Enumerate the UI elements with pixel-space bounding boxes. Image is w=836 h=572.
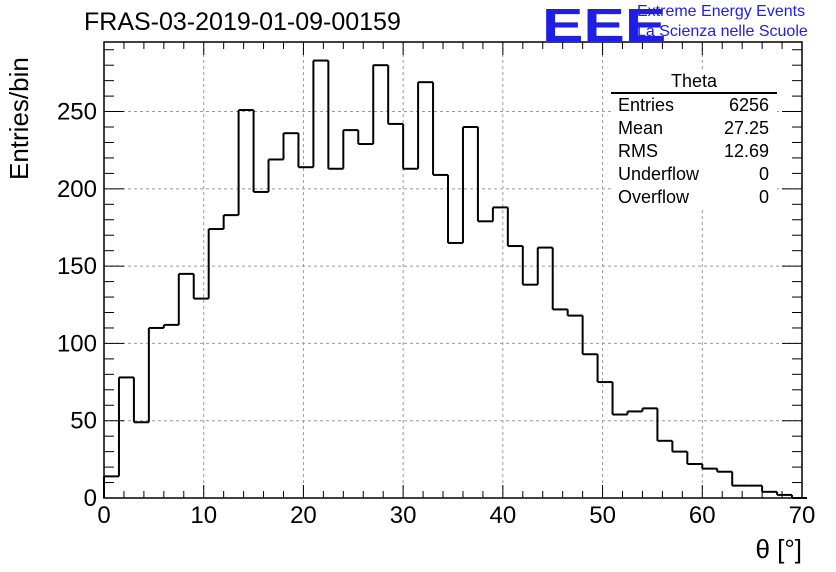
tick-labels: 0 10 20 30 40 50 60 70 0 50 100 150 200 250	[57, 99, 815, 529]
histogram-bin	[716, 468, 733, 473]
histogram-bin	[461, 126, 478, 243]
x-tick-label: 0	[97, 502, 110, 529]
histogram-bin	[297, 133, 314, 169]
stats-label: Entries	[618, 95, 675, 115]
histogram-bin	[581, 315, 598, 356]
histogram-bin	[611, 382, 628, 416]
histogram-bin	[282, 132, 299, 160]
x-tick-label: 50	[589, 502, 616, 529]
histogram-bin	[686, 451, 703, 465]
x-tick-label: 60	[689, 502, 716, 529]
x-tick-label: 30	[390, 502, 417, 529]
histogram-bin	[641, 407, 658, 412]
stats-row-overflow: Overflow 0	[611, 186, 777, 209]
histogram-bin	[656, 408, 673, 442]
y-tick-label: 50	[70, 408, 97, 435]
histogram-bars	[103, 59, 807, 499]
histogram-bin	[132, 377, 149, 424]
histogram-bin	[312, 59, 329, 168]
histogram-bin	[521, 246, 538, 286]
histogram-bin	[417, 81, 434, 169]
histogram-bin	[147, 326, 164, 423]
y-tick-label: 100	[57, 330, 97, 357]
grid-lines	[104, 42, 802, 498]
stats-value: 27.25	[723, 118, 769, 138]
y-tick-label: 150	[57, 253, 97, 280]
histogram-bin	[237, 109, 254, 216]
stats-value: 0	[758, 164, 769, 184]
histogram-bin	[596, 354, 613, 384]
stats-label: Overflow	[618, 187, 690, 207]
stats-row-rms: RMS 12.69	[611, 140, 777, 163]
histogram-bin	[387, 65, 404, 125]
axis-ticks	[103, 42, 803, 499]
histogram-bin	[222, 214, 239, 230]
logo-line-1: Extreme Energy Events	[637, 3, 806, 20]
histogram-bin	[491, 206, 508, 222]
stats-box: Theta Entries 6256 Mean 27.25 RMS 12.69 …	[611, 70, 777, 209]
eee-logo: EEE	[542, 0, 667, 51]
histogram-bin	[536, 246, 553, 285]
stats-value: 0	[758, 187, 769, 207]
histogram-bin	[626, 410, 643, 415]
y-tick-label: 200	[57, 176, 97, 203]
stats-value: 12.69	[723, 141, 769, 161]
histogram-bin	[252, 110, 269, 193]
stats-label: Underflow	[618, 164, 700, 184]
x-tick-label: 10	[190, 502, 217, 529]
histogram-bin	[192, 273, 209, 300]
histogram-bin	[701, 463, 718, 470]
histogram-bin	[671, 440, 688, 453]
histogram-bin	[731, 471, 748, 487]
x-tick-label: 70	[789, 502, 816, 529]
stats-row-mean: Mean 27.25	[611, 117, 777, 140]
stats-label: RMS	[618, 141, 658, 161]
histogram-bin	[117, 376, 134, 477]
histogram-bin	[476, 127, 493, 223]
histogram-bin	[432, 82, 449, 176]
histogram-bin	[402, 123, 419, 170]
histogram-bin	[776, 491, 793, 496]
y-tick-label: 0	[84, 485, 97, 512]
histogram-bin	[372, 64, 389, 145]
histogram-bin	[761, 485, 778, 493]
histogram-bin	[327, 60, 344, 170]
histogram-bin	[506, 207, 523, 248]
stats-row-underflow: Underflow 0	[611, 163, 777, 186]
x-axis-label: θ [°]	[755, 534, 802, 564]
histogram-bin	[103, 475, 119, 498]
stats-label: Mean	[618, 118, 664, 138]
stats-row-entries: Entries 6256	[611, 94, 777, 117]
histogram-bin	[342, 129, 359, 169]
histogram-bin	[447, 174, 463, 244]
histogram-bin	[267, 158, 284, 192]
histogram-bin	[162, 323, 179, 328]
y-axis-label: Entries/bin	[4, 57, 34, 180]
plot-frame	[103, 41, 803, 499]
x-tick-label: 20	[290, 502, 317, 529]
chart-title: FRAS-03-2019-01-09-00159	[84, 8, 401, 36]
histogram-bin	[551, 247, 568, 311]
histogram-bin	[177, 272, 194, 325]
histogram-bin	[357, 130, 374, 146]
stats-value: 6256	[728, 95, 769, 115]
stats-title: Theta	[611, 70, 777, 94]
y-tick-label: 250	[57, 99, 97, 126]
logo-line-2: La Scienza nelle Scuole	[637, 23, 808, 40]
x-tick-label: 40	[490, 502, 517, 529]
histogram-bin	[566, 309, 583, 317]
histogram-bin	[207, 228, 224, 299]
